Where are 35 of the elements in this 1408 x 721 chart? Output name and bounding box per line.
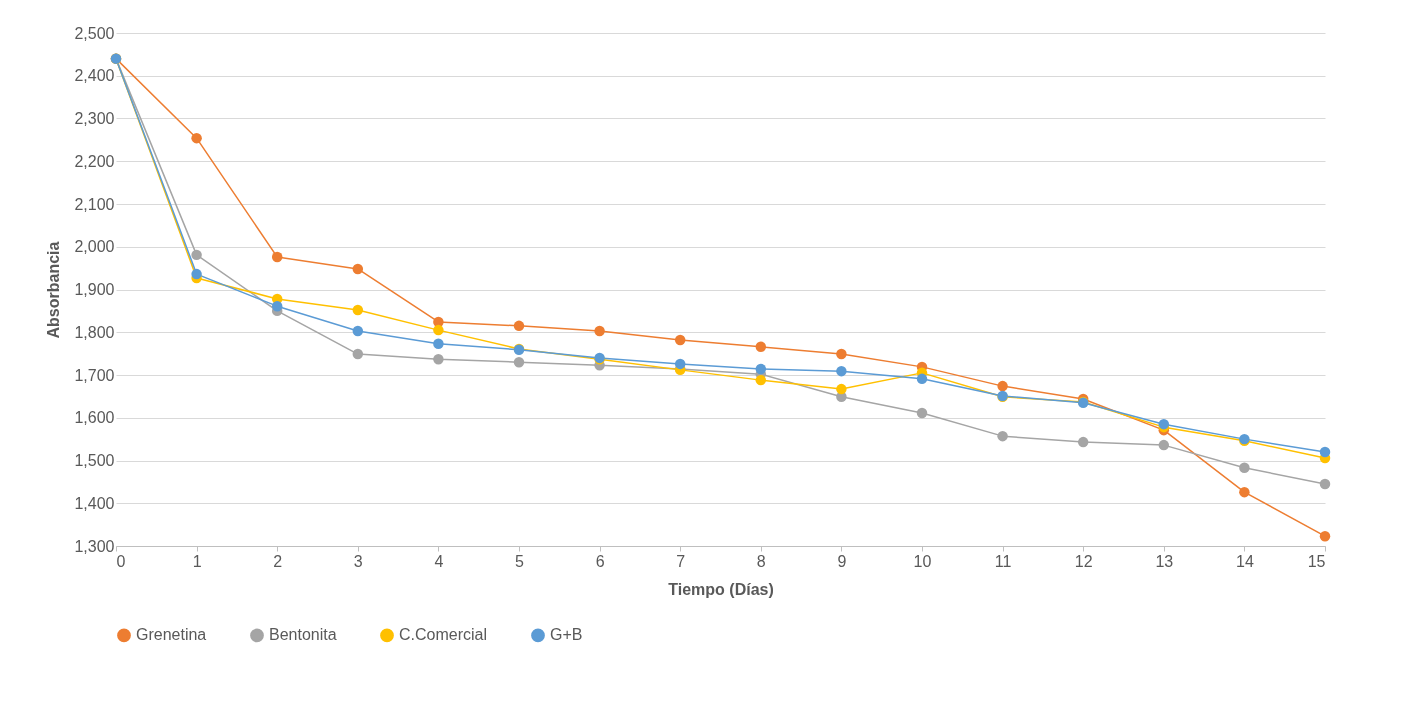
y-tick-label: 2,000 — [74, 238, 115, 256]
x-tick-label: 5 — [515, 552, 525, 570]
y-tick-label: 2,500 — [74, 24, 115, 42]
x-tick-label: 7 — [676, 552, 686, 570]
x-tick-label: 6 — [595, 552, 605, 570]
x-tick-label: 13 — [1155, 552, 1174, 570]
y-axis-title: Absorbancia — [45, 241, 63, 339]
x-tick-label: 12 — [1074, 552, 1093, 570]
y-tick-label: 2,400 — [74, 67, 115, 85]
y-tick-label: 1,600 — [74, 409, 115, 427]
x-tick-label: 4 — [434, 552, 444, 570]
y-tick-label: 2,300 — [74, 110, 115, 127]
x-tick-label: 11 — [994, 552, 1012, 570]
x-tick-label: 2 — [273, 552, 283, 570]
y-tick-label: 1,300 — [74, 537, 115, 555]
legend-label: G+B — [550, 626, 583, 644]
y-tick-label: 2,100 — [74, 195, 115, 213]
y-tick-label: 1,900 — [74, 281, 115, 298]
y-tick-label: 2,200 — [74, 152, 115, 170]
x-tick-label: 0 — [116, 552, 126, 570]
x-tick-label: 8 — [756, 552, 766, 570]
x-tick-label: 9 — [837, 552, 847, 570]
x-axis-title: Tiempo (Días) — [668, 580, 774, 598]
x-tick-label: 14 — [1236, 552, 1254, 570]
x-tick-label: 15 — [1307, 552, 1326, 570]
legend-label: C.Comercial — [399, 626, 488, 644]
y-tick-label: 1,500 — [74, 452, 115, 469]
y-tick-label: 1,400 — [74, 494, 115, 512]
x-tick-label: 10 — [913, 552, 932, 570]
y-tick-label: 1,800 — [74, 323, 115, 341]
legend-label: Bentonita — [269, 626, 337, 644]
y-tick-label: 1,700 — [74, 366, 115, 384]
legend-label: Grenetina — [136, 626, 207, 644]
x-tick-label: 3 — [353, 552, 363, 570]
x-tick-label: 1 — [192, 552, 202, 570]
